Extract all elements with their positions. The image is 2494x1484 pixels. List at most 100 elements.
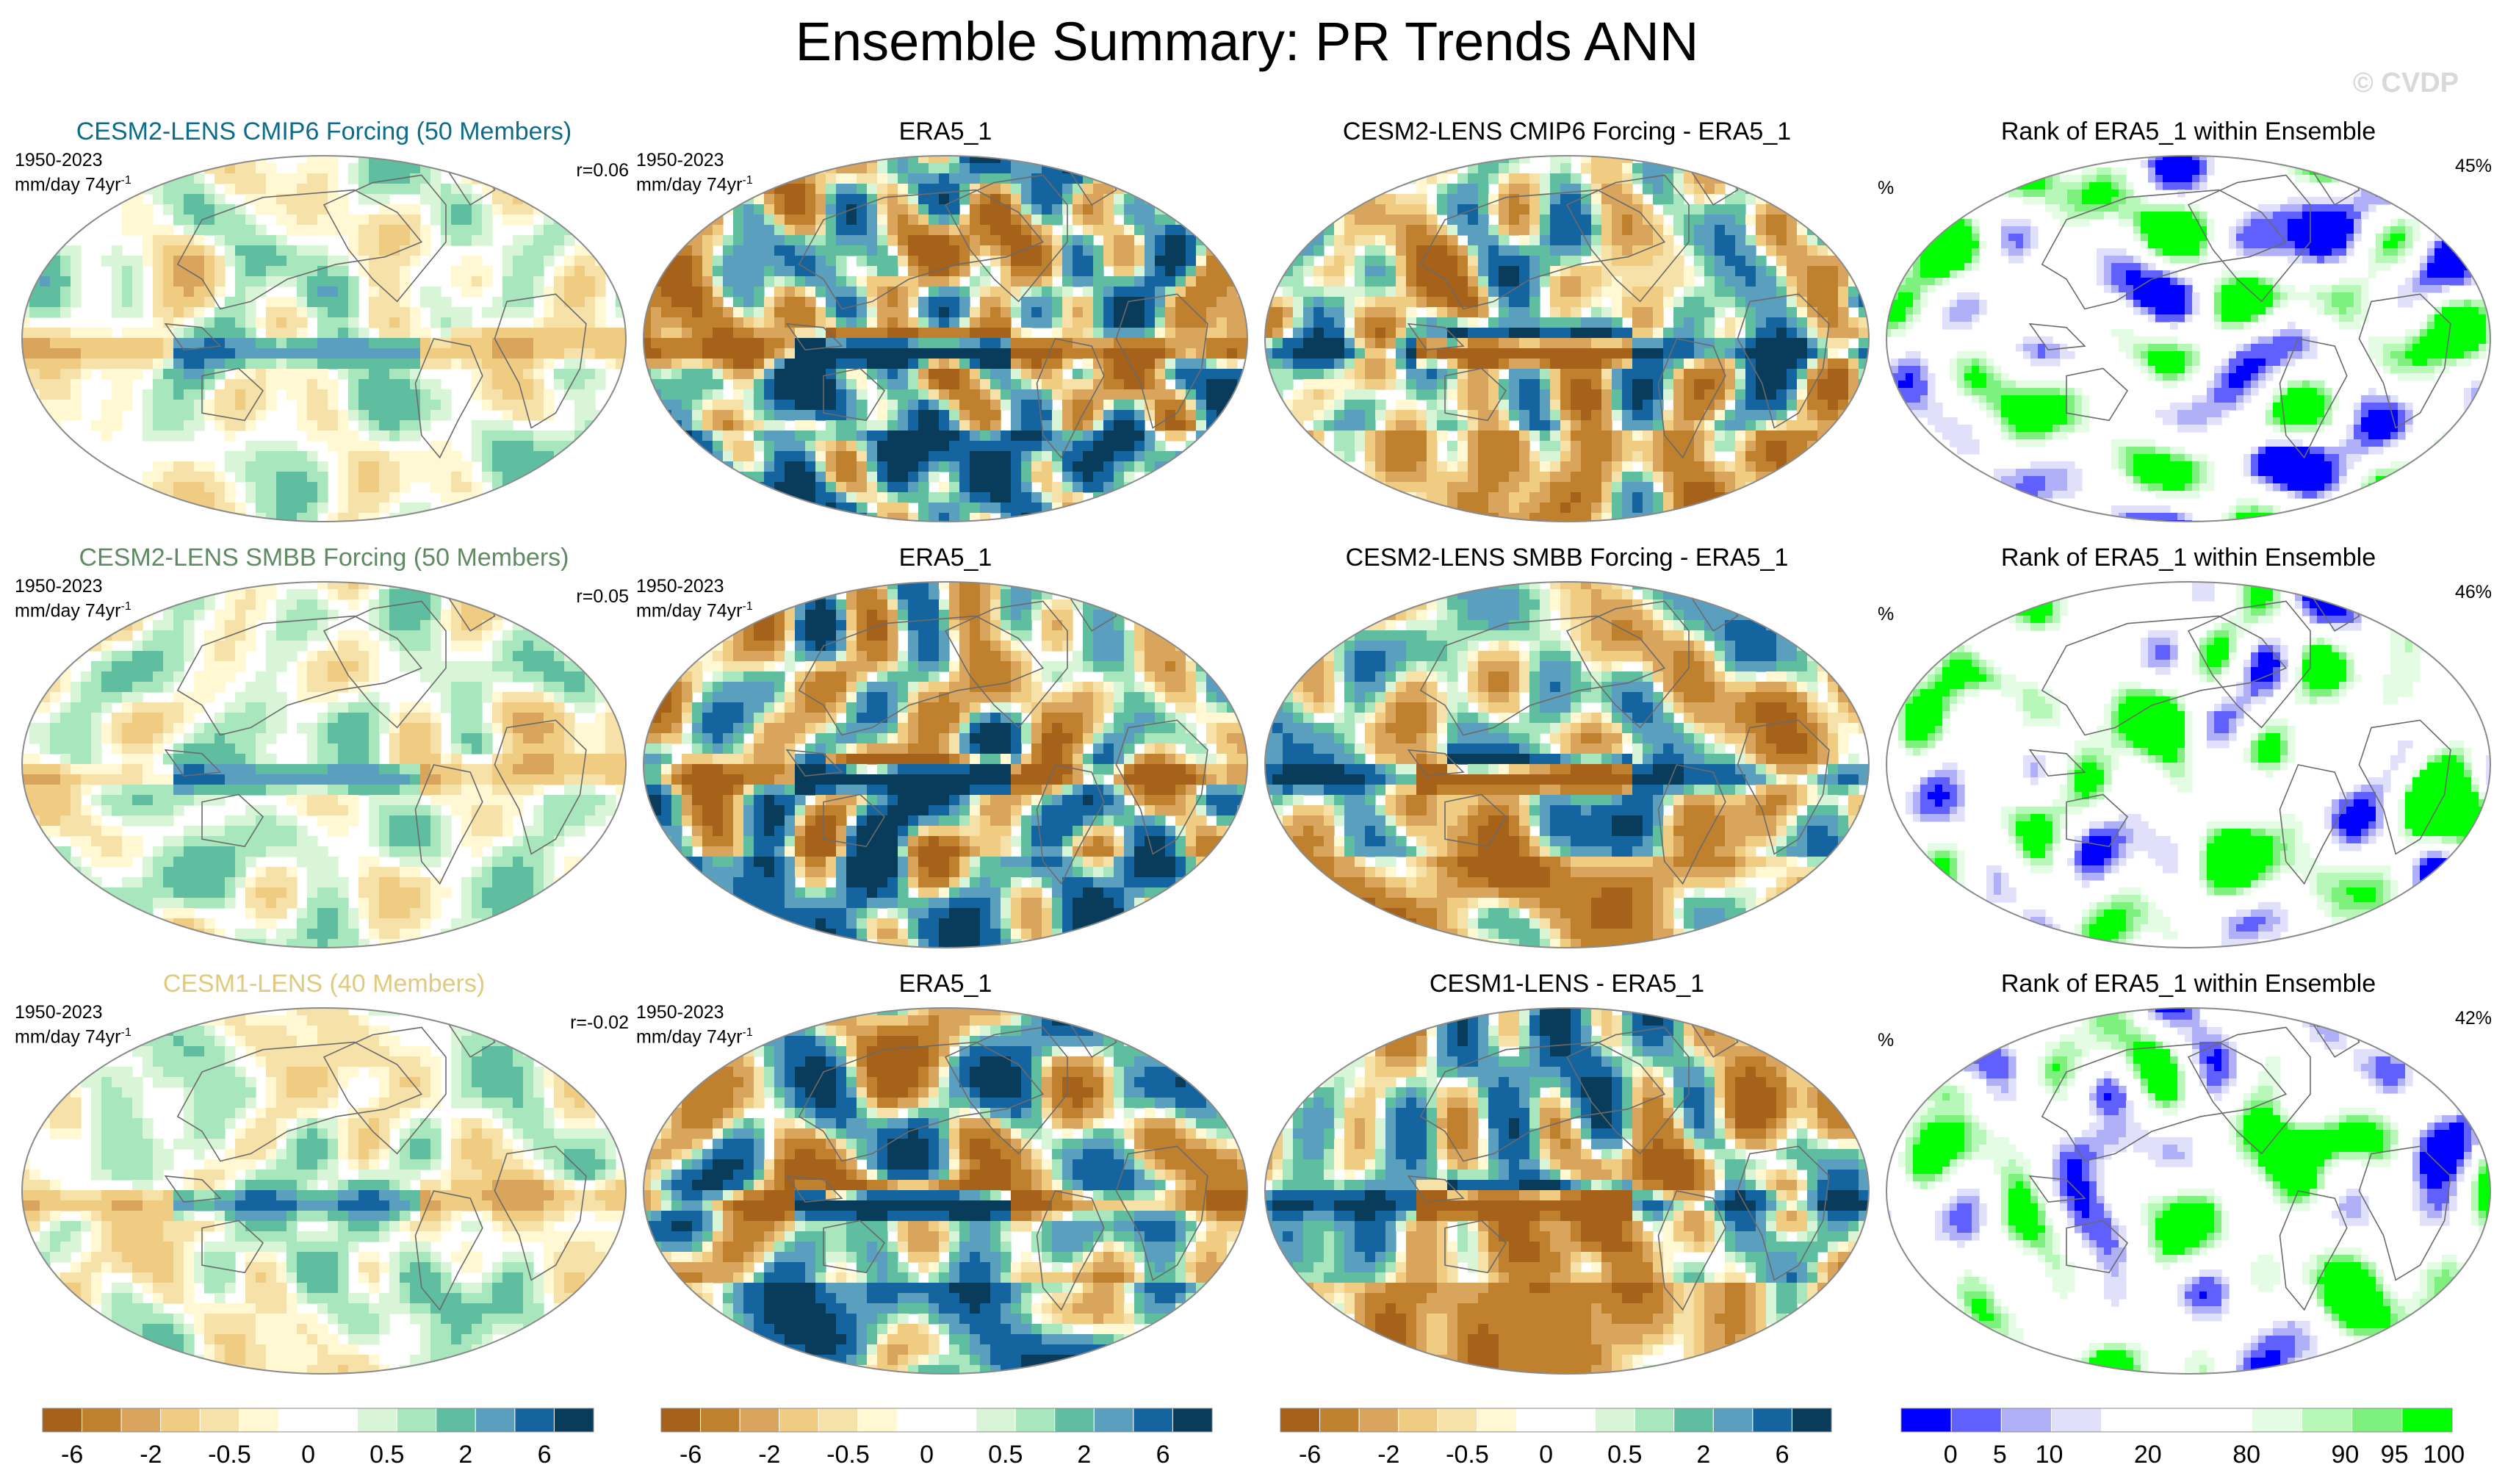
panel-title-ensemble: CESM2-LENS CMIP6 Forcing (50 Members)	[13, 118, 635, 146]
colorbar-swatch	[1555, 1408, 1596, 1433]
panel-title-diff: CESM2-LENS CMIP6 Forcing - ERA5_1	[1256, 118, 1878, 146]
colorbar-tick-label: 80	[2232, 1441, 2260, 1469]
units-text: mm/day 74yr	[15, 1026, 120, 1047]
colorbar-tick-label: 10	[2036, 1441, 2064, 1469]
colorbar-swatch	[1673, 1408, 1714, 1433]
units-exponent: -1	[120, 174, 131, 187]
colorbar-swatch	[976, 1408, 1016, 1433]
colorbar-tick-label: 5	[1993, 1441, 2007, 1469]
colorbar-swatch	[2251, 1408, 2302, 1433]
units-exponent: -1	[120, 1026, 131, 1039]
colorbar-swatch	[779, 1408, 819, 1433]
colorbar-swatch	[514, 1408, 555, 1433]
colorbar-swatch	[278, 1408, 319, 1433]
colorbar-swatch	[1437, 1408, 1478, 1433]
colorbar-tick-label: -0.5	[208, 1441, 251, 1469]
colorbar-swatch	[1093, 1408, 1134, 1433]
colorbar-swatch	[2000, 1408, 2052, 1433]
period-units-label: 1950-2023 mm/day 74yr-1	[15, 150, 131, 195]
period-label: 1950-2023	[15, 576, 131, 597]
colorbar-tick-label: -6	[61, 1441, 83, 1469]
colorbar-swatch	[2351, 1408, 2403, 1433]
units-exponent: -1	[742, 600, 752, 613]
map-obs	[643, 155, 1248, 522]
colorbar-swatch	[239, 1408, 279, 1433]
colorbar-swatch	[42, 1408, 83, 1433]
panel-title-rank: Rank of ERA5_1 within Ensemble	[1878, 544, 2494, 572]
colorbar-swatch	[896, 1408, 937, 1433]
colorbar-swatch	[660, 1408, 702, 1433]
period-label: 1950-2023	[15, 150, 131, 170]
colorbar-tick-label: 0	[920, 1441, 934, 1469]
map-ensemble	[21, 155, 627, 522]
map-diff	[1264, 1007, 1870, 1375]
units-label: mm/day 74yr-1	[636, 170, 753, 195]
period-label: 1950-2023	[636, 1002, 753, 1023]
colorbar-tick-label: 0.5	[1607, 1441, 1642, 1469]
colorbar-swatch	[1014, 1408, 1056, 1433]
colorbar-swatch	[857, 1408, 898, 1433]
colorbar-swatch	[1900, 1408, 1952, 1433]
colorbar-tick-label: -0.5	[826, 1441, 870, 1469]
pattern-correlation: r=-0.02	[517, 1012, 629, 1034]
colorbar-swatch	[2051, 1408, 2102, 1433]
colorbar-tick-label: 6	[1776, 1441, 1790, 1469]
colorbar-tick-label: -2	[758, 1441, 780, 1469]
colorbar-rank: 0 5 10 20 80 90 95 100	[1900, 1408, 2465, 1469]
colorbar-swatch	[1398, 1408, 1438, 1433]
cvdp-watermark: © CVDP	[2353, 68, 2459, 99]
panel-title-rank: Rank of ERA5_1 within Ensemble	[1878, 118, 2494, 146]
units-label: mm/day 74yr-1	[15, 1023, 131, 1047]
colorbar-swatch	[2301, 1408, 2353, 1433]
panel-title-obs: ERA5_1	[635, 970, 1256, 998]
units-label: mm/day 74yr-1	[636, 1023, 753, 1047]
colorbar-swatch	[1054, 1408, 1095, 1433]
rank-percent: 46%	[2411, 582, 2492, 603]
colorbar-swatch	[475, 1408, 516, 1433]
period-units-label: 1950-2023 mm/day 74yr-1	[636, 576, 753, 621]
period-units-label: 1950-2023 mm/day 74yr-1	[15, 1002, 131, 1047]
units-exponent: -1	[742, 1026, 752, 1039]
colorbar-tick-label: 6	[1156, 1441, 1170, 1469]
period-label: 1950-2023	[636, 576, 753, 597]
colorbar-swatch	[1515, 1408, 1557, 1433]
colorbar-tick-label: 90	[2332, 1441, 2360, 1469]
rank-percent: 42%	[2411, 1008, 2492, 1029]
panel-title-ensemble: CESM1-LENS (40 Members)	[13, 970, 635, 998]
units-text: mm/day 74yr	[636, 600, 742, 621]
map-ensemble	[21, 1007, 627, 1375]
colorbar-tick-label: 20	[2134, 1441, 2162, 1469]
colorbar-swatch	[120, 1408, 162, 1433]
colorbar-tick-label: -6	[680, 1441, 702, 1469]
colorbar-tick-label: 2	[1077, 1441, 1091, 1469]
rank-unit-label: %	[1878, 604, 1894, 625]
pattern-correlation: r=0.06	[517, 160, 629, 181]
units-exponent: -1	[742, 174, 752, 187]
units-label: mm/day 74yr-1	[15, 170, 131, 195]
units-text: mm/day 74yr	[15, 600, 120, 621]
colorbar-swatch	[1634, 1408, 1675, 1433]
colorbar-swatch	[1319, 1408, 1360, 1433]
colorbar-swatch	[1950, 1408, 2002, 1433]
colorbar-swatch	[1477, 1408, 1517, 1433]
colorbar-tick-label: 100	[2423, 1441, 2465, 1469]
colorbar-swatch	[1791, 1408, 1832, 1433]
panel-title-rank: Rank of ERA5_1 within Ensemble	[1878, 970, 2494, 998]
units-text: mm/day 74yr	[15, 174, 120, 195]
colorbar-swatch	[1752, 1408, 1792, 1433]
colorbar-tick-label: 2	[458, 1441, 472, 1469]
colorbar-trend: -6 -2 -0.5 0 0.5 2 6	[660, 1408, 1213, 1469]
colorbar-swatch	[436, 1408, 476, 1433]
panel-title-obs: ERA5_1	[635, 118, 1256, 146]
colorbar-swatch	[160, 1408, 201, 1433]
colorbar-swatch	[1595, 1408, 1635, 1433]
colorbar-tick-label: 6	[538, 1441, 552, 1469]
colorbar-swatch	[1133, 1408, 1173, 1433]
panel-title-diff: CESM2-LENS SMBB Forcing - ERA5_1	[1256, 544, 1878, 572]
period-units-label: 1950-2023 mm/day 74yr-1	[15, 576, 131, 621]
colorbar-trend: -6 -2 -0.5 0 0.5 2 6	[1280, 1408, 1832, 1469]
colorbar-tick-label: 0.5	[988, 1441, 1023, 1469]
units-exponent: -1	[120, 600, 131, 613]
map-rank	[1886, 155, 2491, 522]
map-obs	[643, 581, 1248, 948]
